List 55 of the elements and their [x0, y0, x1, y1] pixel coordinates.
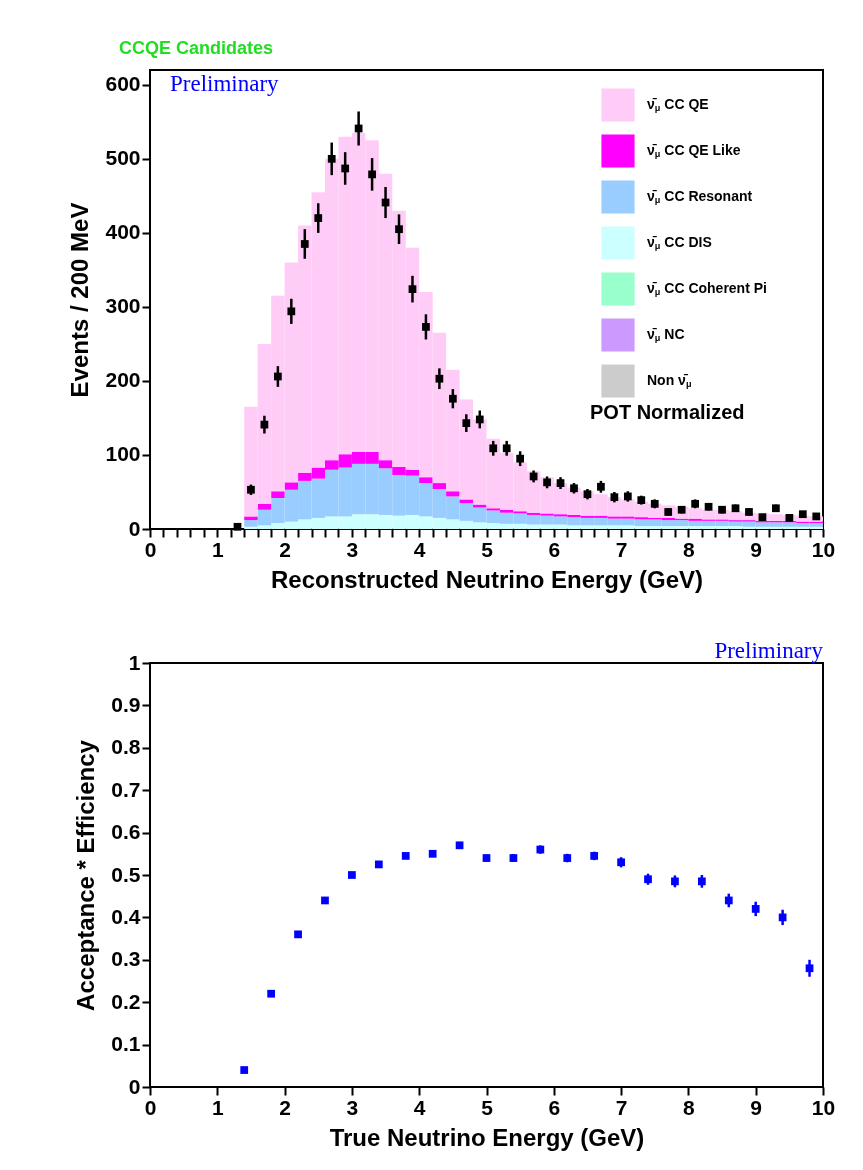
y-axis-title: Acceptance * Efficiency: [72, 739, 100, 1011]
x-tick-label: 6: [548, 537, 561, 561]
y-tick-label: 0.8: [111, 735, 141, 759]
y-tick-label: 0.5: [111, 862, 141, 886]
y-tick-label: 0.4: [111, 904, 141, 928]
x-tick-label: 3: [346, 1095, 359, 1119]
x-tick-label: 4: [413, 1095, 426, 1119]
x-tick-label: 0: [144, 537, 157, 561]
y-tick-label: 0.1: [111, 1032, 141, 1056]
x-tick-label: 3: [346, 537, 359, 561]
y-tick-label: 0.6: [111, 820, 141, 844]
x-tick-label: 5: [481, 1095, 494, 1119]
y-tick-label: 500: [105, 146, 141, 170]
x-tick-label: 0: [144, 1095, 157, 1119]
y-axis-title: Events / 200 MeV: [66, 202, 94, 398]
legend-label: Non ν̄$_{μ}$: [647, 372, 692, 390]
y-tick-label: 0.9: [111, 692, 141, 716]
y-tick-label: 600: [105, 72, 141, 96]
x-tick-label: 2: [279, 537, 291, 561]
x-tick-label: 8: [683, 1095, 696, 1119]
x-tick-label: 10: [811, 1095, 836, 1119]
y-tick-label: 0.7: [111, 777, 141, 801]
x-tick-label: 8: [683, 537, 696, 561]
legend-label: ν̄$_{μ}$ CC QE: [647, 96, 709, 114]
x-tick-label: 10: [811, 537, 836, 561]
y-tick-label: 0.3: [111, 947, 141, 971]
legend-label: ν̄$_{μ}$ CC QE Like: [647, 142, 741, 160]
x-tick-label: 1: [211, 537, 224, 561]
legend-label: ν̄$_{μ}$ CC Coherent Pi: [647, 280, 767, 298]
annotation: Preliminary: [170, 71, 280, 96]
y-tick-label: 0: [128, 516, 141, 540]
x-tick-label: 9: [750, 1095, 763, 1119]
x-tick-label: 1: [211, 1095, 224, 1119]
x-tick-label: 6: [548, 1095, 561, 1119]
x-tick-label: 2: [279, 1095, 291, 1119]
y-tick-label: 300: [105, 294, 141, 318]
x-tick-label: 7: [615, 537, 628, 561]
x-tick-label: 7: [615, 1095, 628, 1119]
legend-label: ν̄$_{μ}$ CC DIS: [647, 234, 712, 252]
y-tick-label: 0.2: [111, 989, 141, 1013]
y-tick-label: 0: [128, 1074, 141, 1098]
y-tick-label: 400: [105, 220, 141, 244]
x-tick-label: 5: [481, 537, 494, 561]
chart-title: CCQE Candidates: [118, 38, 273, 58]
annotation: POT Normalized: [590, 401, 745, 423]
y-tick-label: 200: [105, 368, 141, 392]
y-tick-label: 100: [105, 442, 141, 466]
x-axis-title: Reconstructed Neutrino Energy (GeV): [270, 565, 704, 593]
legend-label: ν̄$_{μ}$ NC: [647, 326, 685, 344]
y-tick-label: 1: [128, 650, 141, 674]
x-tick-label: 9: [750, 537, 763, 561]
x-axis-title: True Neutrino Energy (GeV): [329, 1123, 645, 1151]
legend-label: ν̄$_{μ}$ CC Resonant: [647, 188, 753, 206]
text: Preliminary: [714, 638, 824, 663]
x-tick-label: 4: [413, 537, 426, 561]
